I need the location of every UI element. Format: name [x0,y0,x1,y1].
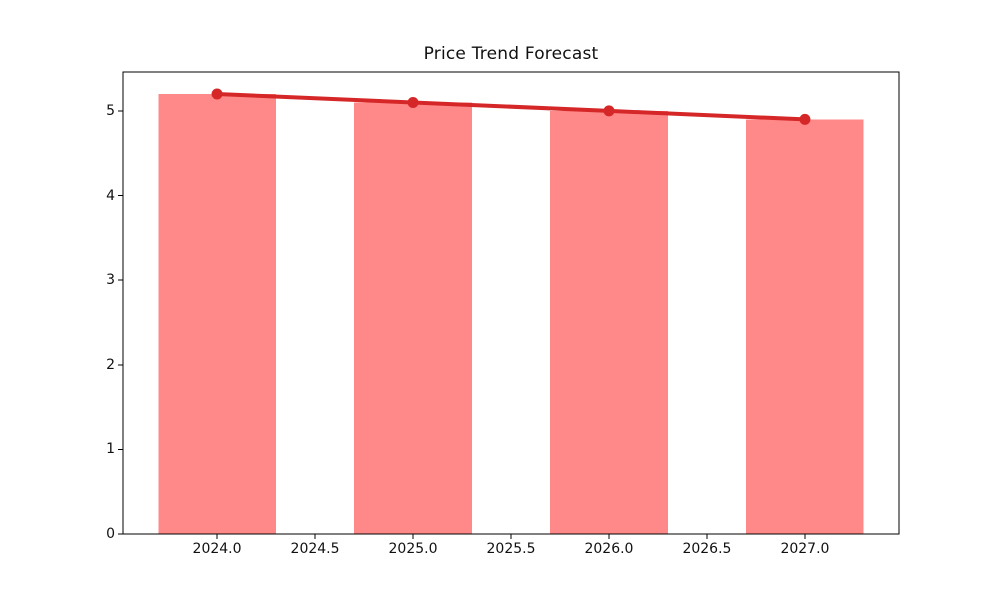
data-point-marker-2027 [799,113,811,125]
x-tick-label-2025.5: 2025.5 [486,541,536,557]
bar-2024 [158,94,276,534]
data-point-marker-2026 [603,105,615,117]
bar-2027 [746,119,864,534]
chart-title: Price Trend Forecast [423,44,599,64]
x-tick-label-2024.5: 2024.5 [290,541,340,557]
x-tick-label-2024.0: 2024.0 [192,541,242,557]
y-tick-label-0: 0 [106,526,115,542]
data-point-marker-2024 [211,88,223,100]
x-tick-label-2025.0: 2025.0 [388,541,438,557]
x-tick-label-2027.0: 2027.0 [780,541,830,557]
x-tick-label-2026.5: 2026.5 [682,541,732,557]
data-point-marker-2025 [407,96,419,108]
x-tick-label-2026.0: 2026.0 [584,541,634,557]
y-tick-label-5: 5 [106,102,115,119]
trend-line [215,92,807,122]
y-tick-label-1: 1 [106,441,115,458]
y-tick-label-4: 4 [106,187,115,204]
y-tick-label-3: 3 [106,272,115,289]
bar-2026 [550,110,668,534]
bar-2025 [354,102,472,534]
y-tick-label-2: 2 [106,356,115,373]
